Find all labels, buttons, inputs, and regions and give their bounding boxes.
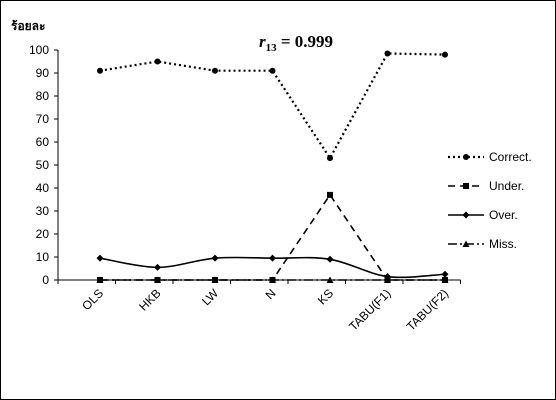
legend-marker-under: [463, 183, 469, 189]
y-tick-label: 50: [36, 158, 50, 172]
y-axis-label: ร้อยละ: [11, 19, 45, 33]
legend-item-over: Over.: [448, 208, 518, 222]
data-point-miss: [269, 276, 276, 283]
series-miss: [96, 276, 449, 283]
x-tick-label: LW: [199, 286, 221, 308]
x-tick-label: OLS: [79, 286, 106, 313]
legend: Correct. Under. Over. Miss.: [448, 150, 532, 251]
y-tick-label: 0: [42, 273, 49, 287]
legend-marker-miss: [462, 240, 470, 247]
data-point-miss: [441, 276, 449, 283]
legend-label-miss: Miss.: [489, 237, 517, 251]
legend-item-under: Under.: [448, 179, 524, 193]
legend-marker-over: [462, 211, 470, 219]
y-tick-label: 10: [36, 250, 50, 264]
data-point-correct: [269, 67, 276, 74]
data-point-under: [327, 191, 333, 198]
legend-marker-correct: [463, 154, 469, 160]
data-point-miss: [96, 276, 104, 283]
y-tick-label: 100: [29, 43, 49, 57]
x-tick-label: N: [263, 286, 279, 302]
legend-label-correct: Correct.: [489, 150, 532, 164]
data-point-over: [211, 254, 219, 262]
annotation-value: = 0.999: [277, 32, 333, 51]
series-under: [97, 191, 448, 283]
data-point-over: [154, 263, 161, 271]
data-point-correct: [442, 51, 448, 58]
data-point-over: [326, 255, 334, 263]
data-point-miss: [211, 276, 219, 283]
series-over: [96, 254, 449, 281]
x-tick-label: HKB: [136, 286, 163, 313]
y-tick-label: 60: [36, 135, 50, 149]
y-tick-label: 90: [36, 66, 50, 80]
data-point-miss: [326, 276, 334, 283]
plot-area: 0 10 20 30 40 50 60 70 80 90 100 OLS HKB LW N KS TABU(F1…: [29, 43, 461, 334]
legend-item-miss: Miss.: [448, 237, 517, 251]
correlation-annotation: r13 = 0.999: [259, 32, 333, 54]
x-tick-label: TABU(F2): [404, 286, 451, 333]
data-point-correct: [97, 67, 103, 74]
data-point-correct: [154, 58, 161, 65]
annotation-subscript: 13: [266, 42, 278, 54]
y-tick-label: 70: [36, 112, 50, 126]
data-point-miss: [154, 276, 161, 283]
legend-label-under: Under.: [489, 179, 524, 193]
legend-label-over: Over.: [489, 208, 518, 222]
series-correct: [97, 50, 448, 162]
x-tick-label: KS: [315, 286, 336, 307]
y-tick-label: 30: [36, 204, 50, 218]
data-point-over: [96, 254, 104, 262]
y-tick-label: 80: [36, 89, 50, 103]
y-tick-label: 40: [36, 181, 50, 195]
data-point-correct: [384, 50, 391, 57]
annotation-symbol: r: [259, 32, 266, 51]
data-point-correct: [327, 155, 333, 162]
data-point-miss: [384, 276, 391, 283]
legend-item-correct: Correct.: [448, 150, 532, 164]
x-tick-label: TABU(F1): [346, 286, 393, 333]
data-point-over: [441, 270, 449, 278]
y-tick-label: 20: [36, 227, 50, 241]
data-point-over: [269, 254, 276, 262]
data-point-correct: [212, 67, 218, 74]
